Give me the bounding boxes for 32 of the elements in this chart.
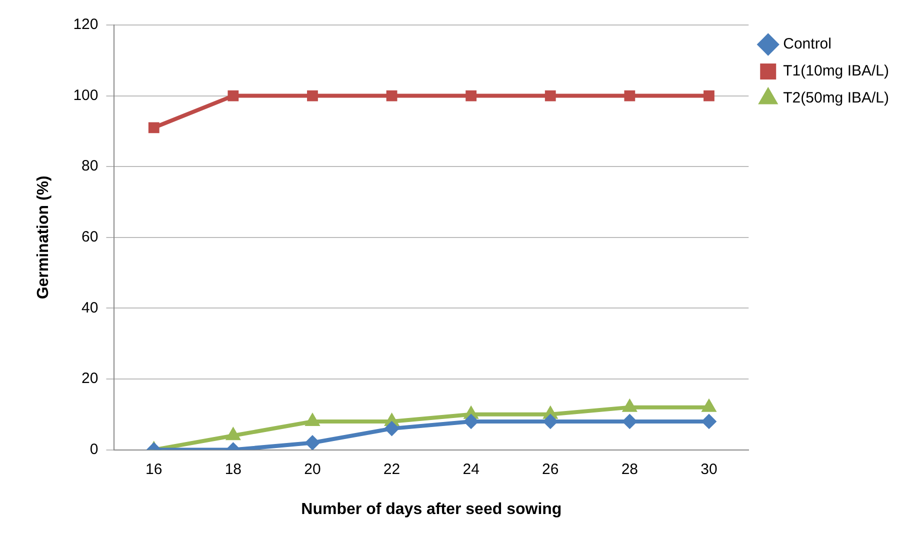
- x-tick-label: 26: [542, 460, 559, 478]
- x-tick-label: 30: [700, 460, 718, 478]
- point: [622, 398, 638, 412]
- point: [702, 398, 716, 412]
- legend-label: T2(50mg IBA/L): [783, 90, 890, 107]
- legend-label: T1(10mg IBA/L): [783, 62, 890, 80]
- point: [466, 90, 477, 102]
- y-tick-label: 60: [82, 228, 98, 246]
- point: [307, 90, 318, 102]
- point: [148, 122, 160, 134]
- point: [544, 90, 556, 102]
- x-tick-label: 20: [304, 460, 321, 478]
- y-tick-label: 0: [90, 440, 98, 458]
- y-tick-label: 80: [82, 158, 98, 175]
- point: [228, 90, 239, 102]
- y-tick-label: 20: [82, 370, 98, 388]
- x-tick-label: 16: [146, 460, 162, 478]
- point: [226, 427, 241, 440]
- point: [386, 90, 398, 102]
- point: [624, 90, 636, 102]
- point: [704, 90, 714, 102]
- x-tick-label: 28: [621, 460, 638, 478]
- legend-label: Control: [783, 36, 832, 53]
- y-tick-label: 40: [82, 299, 98, 316]
- x-tick-label: 24: [462, 460, 480, 478]
- x-tick-label: 18: [224, 460, 242, 478]
- y-tick-label: 100: [73, 86, 98, 104]
- y-tick-label: 120: [73, 16, 98, 34]
- x-axis-title: Number of days after seed sowing: [301, 500, 562, 518]
- point: [305, 412, 320, 426]
- y-axis-title: Germination (%): [35, 176, 52, 300]
- x-tick-label: 22: [383, 460, 400, 478]
